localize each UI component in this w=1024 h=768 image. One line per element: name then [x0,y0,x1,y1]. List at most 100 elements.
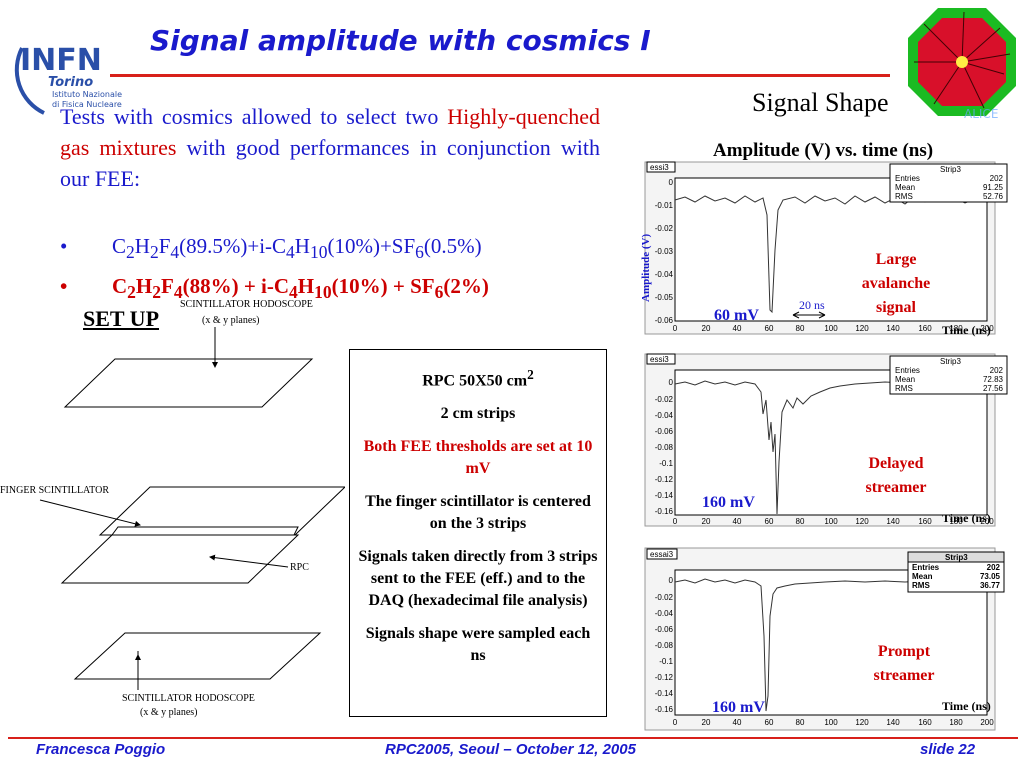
svg-text:-0.02: -0.02 [655,593,674,602]
x-ticks: 0 20 40 60 80 100 120 140 160 180 200 [673,517,994,526]
svg-text:200: 200 [980,517,994,526]
signal-shape-title: Signal Shape [752,88,889,117]
svg-text:essai3: essai3 [650,550,674,559]
rpc-plane [60,534,300,584]
svg-text:-0.14: -0.14 [655,491,674,500]
svg-text:27.56: 27.56 [983,384,1004,393]
infn-line2: Istituto Nazionale [52,90,122,99]
bottom-hodoscope-sub: (x & y planes) [140,707,198,718]
x-axis-label-2: Time (ns) [942,511,991,525]
svg-text:-0.16: -0.16 [655,705,674,714]
svg-text:-0.04: -0.04 [655,411,674,420]
svg-text:60: 60 [765,718,774,727]
svg-text:140: 140 [886,718,900,727]
top-hodoscope-plane [63,358,314,408]
svg-text:ALICE: ALICE [964,107,998,121]
infn-letters: INFN [20,43,102,78]
x-axis-label-3: Time (ns) [942,699,991,713]
finger-scintillator-label: FINGER SCINTILLATOR [0,485,109,496]
setup-heading: SET UP [83,306,160,331]
svg-text:Entries: Entries [895,366,920,375]
footer-author: Francesca Poggio [36,741,166,758]
bottom-hodoscope-label: SCINTILLATOR HODOSCOPE [122,693,255,704]
svg-text:80: 80 [796,718,805,727]
svg-text:Mean: Mean [912,572,933,581]
svg-text:-0.1: -0.1 [659,459,673,468]
svg-text:-0.12: -0.12 [655,475,674,484]
x-axis-label-1: Time (ns) [942,323,991,337]
plot-description-1: Large avalanche signal [861,251,931,316]
svg-text:180: 180 [949,517,963,526]
svg-text:100: 100 [824,718,838,727]
bullet-dot: • [60,234,68,258]
signal-path-note: Signals taken directly from 3 strips sen… [358,548,598,610]
svg-text:140: 140 [886,324,900,333]
svg-text:-0.04: -0.04 [655,609,674,618]
svg-text:essi3: essi3 [650,355,669,364]
svg-text:-0.06: -0.06 [655,625,674,634]
y-axis-label: Amplitude (V) [640,233,652,302]
intro-highlight: Highly-quenched gas mixtures [60,104,600,160]
svg-text:-0.16: -0.16 [655,507,674,516]
amplitude-label-2: 160 mV [702,494,755,511]
svg-text:RMS: RMS [912,581,930,590]
title-divider [110,74,890,77]
svg-text:Mean: Mean [895,183,915,192]
svg-text:140: 140 [886,517,900,526]
finger-scintillator [111,526,299,536]
svg-text:-0.08: -0.08 [655,641,674,650]
amplitude-label-3: 160 mV [712,699,765,716]
svg-text:202: 202 [990,174,1004,183]
finger-note: The finger scintillator is centered on t… [365,493,591,533]
x-ticks: 0 20 40 60 80 100 120 140 160 180 200 [673,718,994,727]
signal-plot-prompt-streamer: essai3 0 -0.02 -0.04 -0.06 -0.08 -0.1 -0… [644,547,1005,731]
svg-text:-0.05: -0.05 [655,293,674,302]
svg-text:40: 40 [733,718,742,727]
plot-description-3: Prompt streamer [873,643,935,684]
infn-line3: di Fisica Nucleare [52,100,122,109]
bottom-hodoscope-plane [73,632,322,680]
intro-part2: with good performances in conjunction wi… [60,135,600,191]
infn-city: Torino [48,75,93,90]
svg-text:-0.08: -0.08 [655,443,674,452]
y-ticks: 0 -0.01 -0.02 -0.03 -0.04 -0.05 -0.06 [655,178,674,325]
svg-text:Entries: Entries [912,563,940,572]
setup-info-box: RPC 50X50 cm2 2 cm strips Both FEE thres… [349,349,607,717]
svg-text:60: 60 [765,517,774,526]
svg-text:-0.01: -0.01 [655,201,674,210]
svg-text:0: 0 [669,178,674,187]
svg-text:202: 202 [987,563,1001,572]
svg-text:36.77: 36.77 [980,581,1001,590]
svg-text:60: 60 [765,324,774,333]
footer-conference: RPC2005, Seoul – October 12, 2005 [385,741,636,758]
svg-text:120: 120 [855,718,869,727]
event-display-logo: ALICE [908,8,1016,121]
svg-text:-0.1: -0.1 [659,657,673,666]
intro-part1: Tests with cosmics allowed to select two [60,104,439,129]
svg-text:-0.03: -0.03 [655,247,674,256]
svg-text:-0.06: -0.06 [655,427,674,436]
svg-text:120: 120 [855,517,869,526]
svg-text:RMS: RMS [895,384,913,393]
svg-text:0: 0 [673,517,678,526]
setup-diagram: SCINTILLATOR HODOSCOPE (x & y planes) FI… [0,299,345,718]
gas-mixture-1: • C2H2F4(89.5%)+i-C4H10(10%)+SF6(0.5%) [60,229,620,269]
svg-text:100: 100 [824,324,838,333]
svg-text:0: 0 [673,718,678,727]
svg-text:-0.04: -0.04 [655,270,674,279]
footer-divider [8,737,1018,739]
svg-text:Strip3: Strip3 [940,165,961,174]
signal-plot-large-avalanche: essi3 0 -0.01 -0.02 -0.03 -0.04 -0.05 -0… [644,161,1008,335]
signal-plot-delayed-streamer: essi3 0 -0.02 -0.04 -0.06 -0.08 -0.1 -0.… [644,353,1008,527]
svg-text:40: 40 [733,324,742,333]
svg-text:20: 20 [702,324,711,333]
svg-text:160: 160 [918,324,932,333]
svg-text:200: 200 [980,324,994,333]
strip-width: 2 cm strips [440,405,516,423]
fee-thresholds: Both FEE thresholds are set at 10 mV [363,438,593,478]
y-ticks: 0 -0.02 -0.04 -0.06 -0.08 -0.1 -0.12 -0.… [655,576,674,714]
gas-mixture-2: • C2H2F4(88%) + i-C4H10(10%) + SF6(2%) [60,269,620,309]
svg-text:-0.14: -0.14 [655,689,674,698]
pulse-width-label: 20 ns [799,298,825,312]
amplitude-label-1: 60 mV [714,307,759,324]
